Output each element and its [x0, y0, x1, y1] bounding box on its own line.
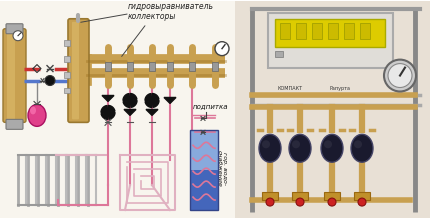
- FancyBboxPatch shape: [3, 29, 26, 122]
- Bar: [190, 170, 218, 210]
- Bar: [64, 56, 70, 62]
- Polygon shape: [124, 109, 136, 115]
- Circle shape: [13, 31, 23, 41]
- Polygon shape: [145, 94, 152, 100]
- Circle shape: [215, 42, 229, 56]
- Circle shape: [45, 76, 55, 85]
- Ellipse shape: [292, 140, 300, 148]
- Bar: [328, 23, 338, 39]
- Bar: [64, 40, 70, 46]
- Circle shape: [384, 60, 416, 92]
- Ellipse shape: [321, 134, 343, 162]
- FancyBboxPatch shape: [6, 119, 23, 129]
- Bar: [292, 192, 308, 200]
- Text: гор. водо-
снабжение: гор. водо- снабжение: [217, 150, 227, 187]
- FancyBboxPatch shape: [7, 32, 15, 119]
- Circle shape: [266, 198, 274, 206]
- Circle shape: [328, 198, 336, 206]
- Bar: [127, 62, 133, 71]
- Polygon shape: [101, 106, 108, 112]
- Text: КОМПАКТ: КОМПАКТ: [277, 87, 303, 92]
- Bar: [296, 23, 306, 39]
- FancyBboxPatch shape: [72, 22, 79, 119]
- Ellipse shape: [28, 104, 46, 126]
- Bar: [64, 72, 70, 78]
- Circle shape: [388, 64, 412, 87]
- Ellipse shape: [259, 134, 281, 162]
- Circle shape: [358, 198, 366, 206]
- Bar: [324, 192, 340, 200]
- Bar: [167, 62, 173, 71]
- Polygon shape: [145, 100, 152, 107]
- Bar: [262, 192, 278, 200]
- Polygon shape: [130, 94, 137, 100]
- Bar: [280, 23, 290, 39]
- Bar: [268, 13, 393, 68]
- Text: Рапурта: Рапурта: [329, 87, 350, 92]
- FancyBboxPatch shape: [68, 19, 89, 122]
- Bar: [235, 1, 430, 218]
- Polygon shape: [101, 112, 108, 119]
- Ellipse shape: [30, 106, 36, 114]
- Ellipse shape: [262, 140, 270, 148]
- Text: подпитка: подпитка: [193, 103, 228, 109]
- Text: гидровыравниватель: гидровыравниватель: [81, 2, 214, 22]
- Bar: [189, 62, 195, 71]
- Bar: [0, 1, 235, 218]
- Bar: [354, 192, 370, 200]
- Text: коллекторы: коллекторы: [122, 12, 176, 56]
- Ellipse shape: [324, 140, 332, 148]
- FancyBboxPatch shape: [6, 24, 23, 34]
- Polygon shape: [102, 95, 114, 101]
- Bar: [105, 62, 111, 71]
- Circle shape: [296, 198, 304, 206]
- Bar: [275, 51, 283, 57]
- Polygon shape: [130, 100, 137, 107]
- Polygon shape: [164, 97, 176, 104]
- Polygon shape: [108, 106, 115, 112]
- Bar: [190, 130, 218, 210]
- Bar: [149, 62, 155, 71]
- Ellipse shape: [351, 134, 373, 162]
- Polygon shape: [152, 94, 159, 100]
- Bar: [64, 87, 70, 94]
- Bar: [312, 23, 322, 39]
- Polygon shape: [123, 94, 130, 100]
- Bar: [212, 62, 218, 71]
- Polygon shape: [123, 100, 130, 107]
- Polygon shape: [108, 112, 115, 119]
- Polygon shape: [152, 100, 159, 107]
- Bar: [275, 19, 385, 47]
- Ellipse shape: [354, 140, 362, 148]
- Ellipse shape: [289, 134, 311, 162]
- Bar: [360, 23, 370, 39]
- Bar: [190, 130, 218, 170]
- Bar: [344, 23, 354, 39]
- Polygon shape: [146, 109, 158, 115]
